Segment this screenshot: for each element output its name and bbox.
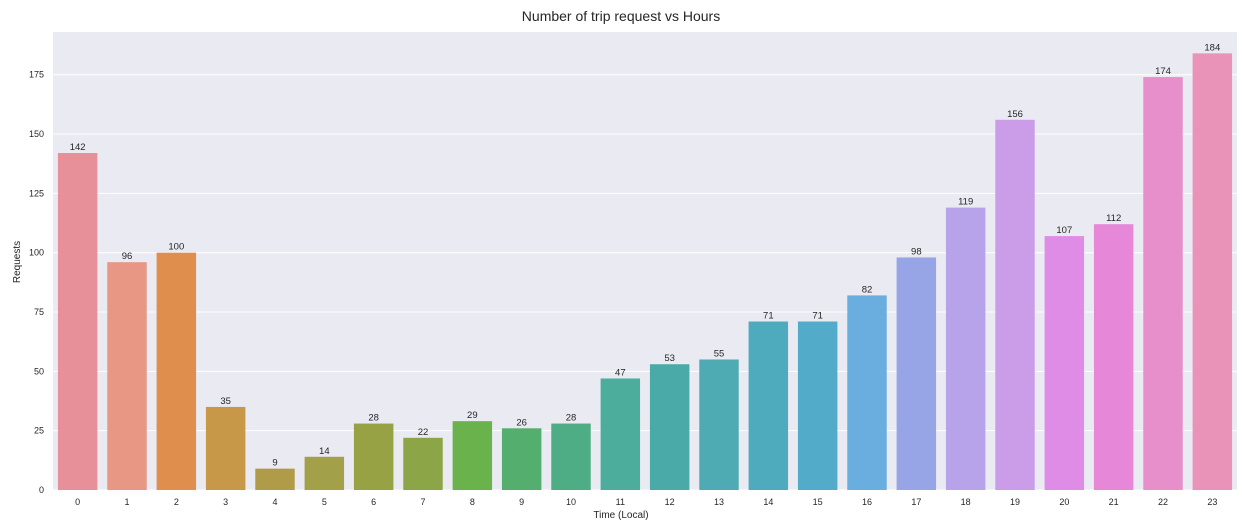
x-tick-label: 4 [272, 497, 277, 507]
y-tick-label: 125 [29, 188, 44, 198]
y-tick-label: 175 [29, 70, 44, 80]
bar [403, 437, 443, 490]
bar-value-label: 119 [958, 197, 973, 208]
bar-value-label: 71 [763, 311, 774, 322]
bar-value-label: 184 [1204, 42, 1220, 53]
x-tick-label: 7 [420, 497, 425, 507]
bar [1093, 224, 1134, 490]
x-tick-label: 18 [961, 497, 971, 507]
bar [649, 364, 690, 490]
bar [57, 153, 98, 490]
x-tick-label: 1 [124, 497, 129, 507]
x-tick-label: 13 [714, 497, 724, 507]
bar-value-label: 26 [516, 417, 527, 428]
x-tick-label: 23 [1207, 497, 1217, 507]
bar [1192, 53, 1233, 490]
y-tick-label: 50 [34, 366, 44, 376]
bar [107, 262, 147, 490]
y-axis-title: Requests [12, 240, 23, 284]
bar [205, 406, 246, 490]
bar-value-label: 112 [1106, 213, 1121, 224]
x-tick-label: 2 [174, 497, 179, 507]
bar [995, 119, 1035, 491]
y-tick-label: 25 [34, 426, 44, 436]
x-tick-label: 9 [519, 497, 524, 507]
x-tick-label: 16 [862, 497, 872, 507]
x-tick-label: 3 [223, 497, 228, 507]
y-tick-label: 150 [29, 129, 44, 139]
bar-value-label: 35 [220, 396, 231, 407]
y-tick-label: 75 [34, 307, 44, 317]
y-tick-label: 0 [39, 485, 44, 495]
bar-value-label: 100 [168, 242, 184, 253]
bar [452, 421, 493, 490]
x-tick-label: 5 [322, 497, 327, 507]
plot-area [53, 32, 1237, 490]
bar-value-label: 174 [1155, 66, 1171, 77]
bar-value-label: 71 [812, 311, 823, 322]
bar [501, 428, 542, 490]
bar [353, 423, 394, 490]
x-tick-label: 0 [75, 497, 80, 507]
x-tick-label: 20 [1059, 497, 1069, 507]
x-tick-label: 19 [1010, 497, 1020, 507]
bar-value-label: 53 [664, 353, 675, 364]
x-tick-label: 15 [813, 497, 823, 507]
bar-value-label: 9 [272, 458, 277, 469]
bar [847, 295, 887, 490]
x-tick-label: 14 [763, 497, 773, 507]
bar-value-label: 14 [319, 446, 330, 457]
bar [945, 207, 986, 491]
bar [1143, 77, 1183, 491]
bar [896, 257, 937, 490]
bar-value-label: 28 [368, 413, 379, 424]
bar [304, 456, 345, 490]
x-tick-label: 17 [911, 497, 921, 507]
bar [551, 423, 591, 490]
bar-value-label: 142 [70, 142, 86, 153]
bar-value-label: 107 [1056, 225, 1072, 236]
bar-value-label: 156 [1007, 109, 1023, 120]
bar-value-label: 55 [714, 348, 725, 359]
x-tick-label: 10 [566, 497, 576, 507]
bar-value-label: 29 [467, 410, 478, 421]
bar [600, 378, 641, 490]
x-tick-label: 22 [1158, 497, 1168, 507]
chart-title: Number of trip request vs Hours [521, 8, 721, 24]
bar [797, 321, 838, 490]
x-tick-label: 6 [371, 497, 376, 507]
x-tick-label: 21 [1109, 497, 1119, 507]
bar-value-label: 96 [122, 251, 133, 262]
bar [255, 468, 295, 490]
bar-value-label: 82 [862, 284, 873, 295]
bar-value-label: 22 [418, 427, 429, 438]
bar [156, 252, 197, 490]
bar [748, 321, 789, 490]
x-tick-label: 11 [616, 497, 625, 507]
bar [699, 359, 739, 490]
bar [1044, 236, 1085, 490]
bar-value-label: 47 [615, 367, 626, 378]
y-tick-label: 100 [29, 248, 44, 258]
x-axis-title: Time (Local) [593, 510, 649, 521]
x-tick-label: 12 [665, 497, 675, 507]
bar-value-label: 28 [566, 413, 577, 424]
x-tick-label: 8 [470, 497, 475, 507]
bar-value-label: 98 [911, 246, 922, 257]
